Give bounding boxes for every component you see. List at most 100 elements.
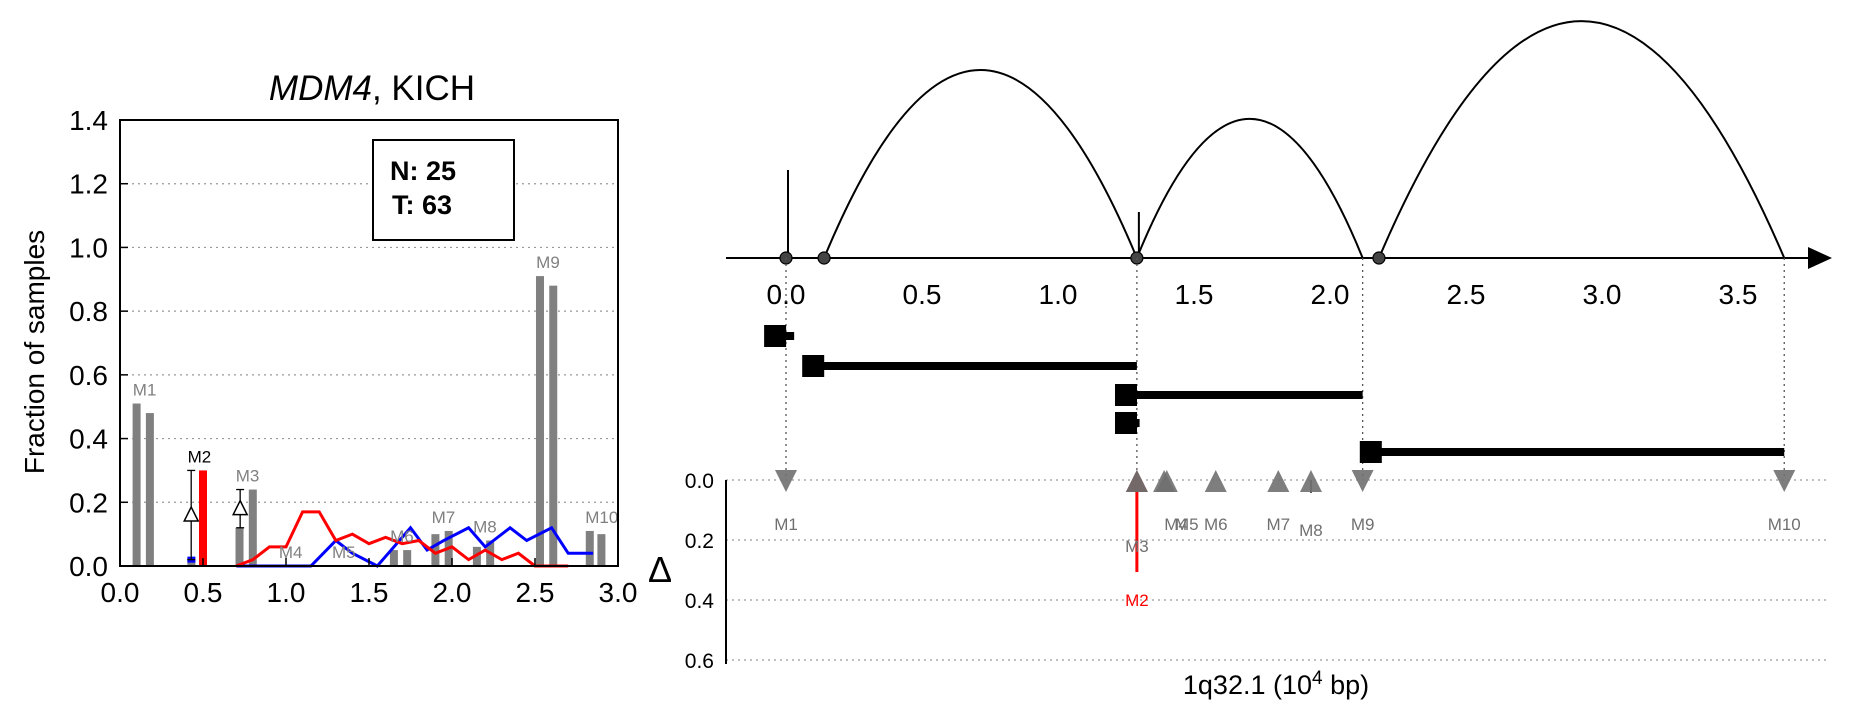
delta-icon xyxy=(182,505,200,522)
x-tick-label: 1.5 xyxy=(350,577,389,608)
dotted-guides xyxy=(785,258,1785,480)
legend-box: N: 25 T: 63 xyxy=(372,139,515,241)
bar-M9-0 xyxy=(535,276,544,566)
junction-point xyxy=(1372,251,1386,265)
splice-arcs xyxy=(787,20,1786,259)
marker-triangle-M5 xyxy=(1155,470,1178,492)
marker-triangle-M8 xyxy=(1299,470,1322,492)
junction-point xyxy=(817,251,831,265)
series-line-T xyxy=(235,510,569,568)
y-tick-label: 0.2 xyxy=(69,487,108,518)
marker-label-M6: M6 xyxy=(1204,515,1228,534)
bar-M1-1 xyxy=(145,413,154,566)
title-rest: , KICH xyxy=(372,69,475,108)
marker-triangle-M10 xyxy=(1773,470,1796,492)
genomic-x-tick-label: 0.5 xyxy=(903,279,942,310)
marker-label-M4: M4 xyxy=(1164,515,1188,534)
xlabel-superscript: 4 xyxy=(1312,668,1323,689)
marker-triangle-M1 xyxy=(775,470,797,492)
y-tick-label: 0.0 xyxy=(69,551,108,582)
delta-tick-label: 0.6 xyxy=(685,650,714,673)
left-axis-ticks: 0.0 0.2 0.4 0.6 0.8 1.0 1.2 1.4 0.0 0.5 1.0 1.5 2.0 2… xyxy=(69,105,637,608)
bar-M6-0 xyxy=(389,550,398,566)
marker-triangle-M7 xyxy=(1267,470,1290,492)
bar-M1-0 xyxy=(132,403,141,566)
x-tick-label: 3.0 xyxy=(599,577,638,608)
genomic-x-tick-label: 3.5 xyxy=(1719,279,1758,310)
genomic-x-tick-label: 1.5 xyxy=(1175,279,1214,310)
x-tick-label: 0.5 xyxy=(184,577,223,608)
bar-label-M3: M3 xyxy=(236,467,260,486)
marker-label-M1: M1 xyxy=(774,515,798,534)
isoform-tracks xyxy=(764,325,1785,463)
bar-M2-1 xyxy=(199,470,207,566)
delta-tick-label: 0.2 xyxy=(685,530,714,553)
bar-label-M2: M2 xyxy=(188,447,212,466)
genomic-axis-ticks: 0.0 0.5 1.0 1.5 2.0 2.5 3.0 3.5 xyxy=(767,279,1758,310)
marker-triangle-M6 xyxy=(1204,470,1227,492)
marker-label-M3: M3 xyxy=(1125,537,1149,556)
right-genomic-track: 0.0 0.5 1.0 1.5 2.0 2.5 3.0 3.5 0.00.20.40.6 Δ … xyxy=(648,20,1832,700)
bar-M10-1 xyxy=(597,534,606,566)
marker-label-M7: M7 xyxy=(1267,515,1291,534)
genomic-x-tick-label: 2.0 xyxy=(1311,279,1350,310)
x-tick-label: 2.5 xyxy=(516,577,555,608)
delta-axis-symbol: Δ xyxy=(648,549,672,590)
marker-triangle-M9 xyxy=(1351,470,1374,492)
bar-M3-0 xyxy=(235,527,244,566)
genomic-axis-arrow-icon xyxy=(1808,247,1832,269)
delta-icon xyxy=(231,498,249,516)
y-tick-label: 1.0 xyxy=(69,232,108,263)
y-tick-label: 1.2 xyxy=(69,169,108,200)
left-bar-chart: MDM4, KICH Fraction of samples M1 M2 M3 M4 M… xyxy=(19,69,637,608)
genomic-x-tick-label: 3.0 xyxy=(1583,279,1622,310)
marker-triangle-M3 xyxy=(1125,470,1148,492)
legend-frame xyxy=(372,139,515,241)
bar-label-M8: M8 xyxy=(473,518,497,537)
xlabel-base: 1q32.1 (10 xyxy=(1183,670,1312,700)
bar-label-M9: M9 xyxy=(536,253,560,272)
x-tick-label: 0.0 xyxy=(101,577,140,608)
y-tick-label: 0.6 xyxy=(69,360,108,391)
bar-label-M1: M1 xyxy=(133,381,157,400)
bar-label-M6: M6 xyxy=(390,527,414,546)
legend-normal-count: N: 25 xyxy=(390,156,456,186)
splice-arc xyxy=(823,69,1138,259)
delta-axis-ticks: 0.0 0.2 0.4 0.6 xyxy=(685,470,715,673)
left-chart-title: MDM4, KICH xyxy=(269,69,475,108)
delta-gridlines xyxy=(726,479,1830,661)
genomic-axis-label: 1q32.1 (104 bp) xyxy=(1183,668,1369,700)
splice-arc xyxy=(1135,117,1364,259)
bar-M3-1 xyxy=(248,489,257,566)
genomic-x-tick-label: 1.0 xyxy=(1039,279,1078,310)
bar-M2-0 xyxy=(187,559,196,566)
bar-M7-0 xyxy=(431,534,440,566)
splice-arc xyxy=(1378,20,1786,259)
bar-label-M7: M7 xyxy=(432,508,456,527)
bar-M9-1 xyxy=(549,285,558,566)
bar-label-M4: M4 xyxy=(279,543,303,562)
bar-M6-1 xyxy=(403,550,412,566)
x-tick-label: 1.0 xyxy=(267,577,306,608)
bar-M10-0 xyxy=(585,530,594,566)
left-bars xyxy=(132,276,606,566)
y-tick-label: 1.4 xyxy=(69,105,108,136)
title-gene: MDM4 xyxy=(269,69,372,108)
marker-label-M8: M8 xyxy=(1299,521,1323,540)
xlabel-end: bp) xyxy=(1323,670,1370,700)
marker-label-M10: M10 xyxy=(1768,515,1801,534)
genomic-x-tick-label: 2.5 xyxy=(1447,279,1486,310)
delta-tick-label: 0.0 xyxy=(685,470,714,493)
y-tick-label: 0.8 xyxy=(69,296,108,327)
marker-label-M5: M5 xyxy=(1175,515,1199,534)
marker-label-M2: M2 xyxy=(1125,591,1149,610)
delta-tick-label: 0.4 xyxy=(685,590,715,613)
legend-tumor-count: T: 63 xyxy=(392,190,452,220)
y-tick-label: 0.4 xyxy=(69,424,108,455)
marker-label-M9: M9 xyxy=(1351,515,1375,534)
left-y-axis-label: Fraction of samples xyxy=(19,230,50,474)
left-annotations: M1 M2 M3 M4 M5 M6 M7 M8 M9 M10 xyxy=(133,253,619,562)
bar-label-M10: M10 xyxy=(585,508,618,527)
